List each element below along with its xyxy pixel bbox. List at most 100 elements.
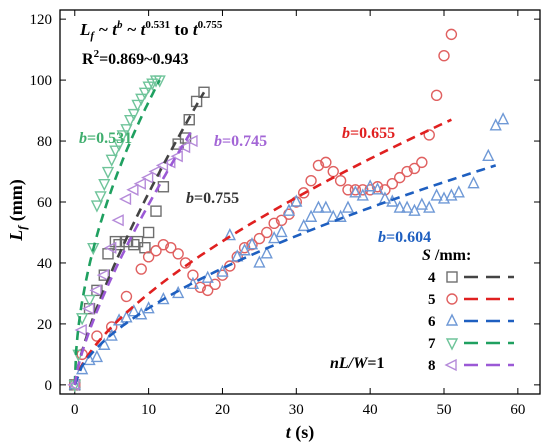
data-point (105, 321, 118, 333)
data-point (116, 130, 129, 143)
data-point (467, 176, 480, 189)
data-point (238, 243, 251, 256)
legend-label-6: 6 (428, 314, 436, 330)
data-point (319, 200, 332, 213)
fit-line-8 (73, 128, 195, 386)
data-point (127, 108, 140, 122)
data-point (253, 255, 266, 268)
data-point (452, 185, 465, 198)
x-tick-label: 10 (141, 402, 156, 418)
data-point (124, 115, 137, 128)
y-axis-label: Lf (mm) (6, 179, 29, 241)
axis-ticks: 0 10 20 30 40 50 60 0 20 40 60 80 100 120 (30, 10, 540, 418)
data-point (357, 184, 369, 196)
data-point (142, 251, 155, 263)
data-point (445, 28, 458, 41)
condition-annotation: nL/W=1 (330, 355, 384, 372)
data-point (165, 242, 177, 254)
legend-marker-8 (444, 358, 457, 372)
data-point (126, 183, 139, 196)
data-point (74, 323, 87, 337)
data-point (113, 238, 125, 251)
data-point (268, 231, 281, 244)
legend-label-8: 8 (428, 358, 436, 374)
data-point (401, 165, 413, 178)
data-point (297, 218, 310, 232)
fit-line-7 (73, 79, 161, 385)
data-point (201, 284, 214, 297)
data-point (172, 248, 184, 260)
data-point (83, 352, 96, 366)
data-point (104, 241, 117, 254)
data-point (209, 278, 221, 290)
data-point (127, 304, 140, 317)
x-axis-label: t (s) (286, 422, 315, 443)
fit-label-4: b=0.755 (186, 190, 239, 207)
y-tick-label: 60 (37, 195, 52, 211)
y-tick-label: 80 (37, 134, 52, 150)
legend-items: 4 5 6 7 8 (428, 270, 514, 374)
legend-label-4: 4 (428, 270, 436, 286)
data-point (334, 174, 347, 187)
data-point (131, 235, 144, 248)
data-point (415, 197, 428, 210)
data-point (96, 269, 110, 282)
data-point (482, 148, 495, 161)
data-point (437, 191, 451, 204)
data-point (334, 209, 347, 222)
data-point (112, 139, 126, 152)
data-point (179, 132, 192, 144)
data-point (170, 150, 183, 163)
data-point (231, 249, 244, 262)
data-point (489, 118, 502, 131)
data-point (94, 191, 107, 204)
data-point (356, 188, 369, 201)
data-point (135, 263, 147, 275)
data-point (327, 209, 340, 222)
data-point (223, 227, 236, 241)
y-tick-label: 120 (30, 12, 53, 28)
data-point (341, 200, 355, 213)
legend-marker-4 (446, 271, 458, 283)
data-point (150, 205, 162, 217)
legend-marker-7 (445, 338, 459, 351)
data-point (111, 214, 124, 227)
data-point (386, 178, 399, 190)
data-point (364, 179, 377, 192)
x-tick-label: 60 (510, 402, 525, 418)
data-point (135, 93, 148, 106)
data-point (118, 192, 132, 206)
data-point (349, 184, 362, 196)
data-point (81, 302, 95, 315)
data-point (150, 245, 162, 257)
data-point (101, 166, 115, 180)
data-point (155, 159, 169, 172)
legend-title: S /mm: (422, 247, 471, 264)
x-tick-label: 40 (363, 402, 378, 418)
data-point (312, 159, 325, 172)
data-point (142, 81, 155, 94)
fit-line-4 (73, 91, 206, 386)
data-point (245, 237, 259, 250)
data-point (98, 179, 111, 192)
data-point (438, 50, 450, 62)
fit-line-6 (73, 164, 497, 386)
x-tick-label: 0 (71, 402, 79, 418)
series-7 (68, 75, 166, 393)
fit-label-5: b=0.655 (342, 125, 395, 142)
x-tick-label: 20 (215, 402, 230, 418)
data-point (112, 313, 126, 326)
data-point (131, 99, 144, 113)
fit-lines (73, 79, 497, 386)
data-point (183, 114, 195, 126)
data-point (142, 226, 155, 239)
data-point (194, 281, 207, 294)
data-point (120, 290, 133, 303)
data-point (386, 194, 399, 207)
data-point (90, 349, 104, 363)
y-tick-label: 20 (37, 317, 52, 333)
data-point (304, 209, 318, 222)
data-point (312, 200, 325, 213)
y-tick-label: 40 (37, 256, 52, 272)
